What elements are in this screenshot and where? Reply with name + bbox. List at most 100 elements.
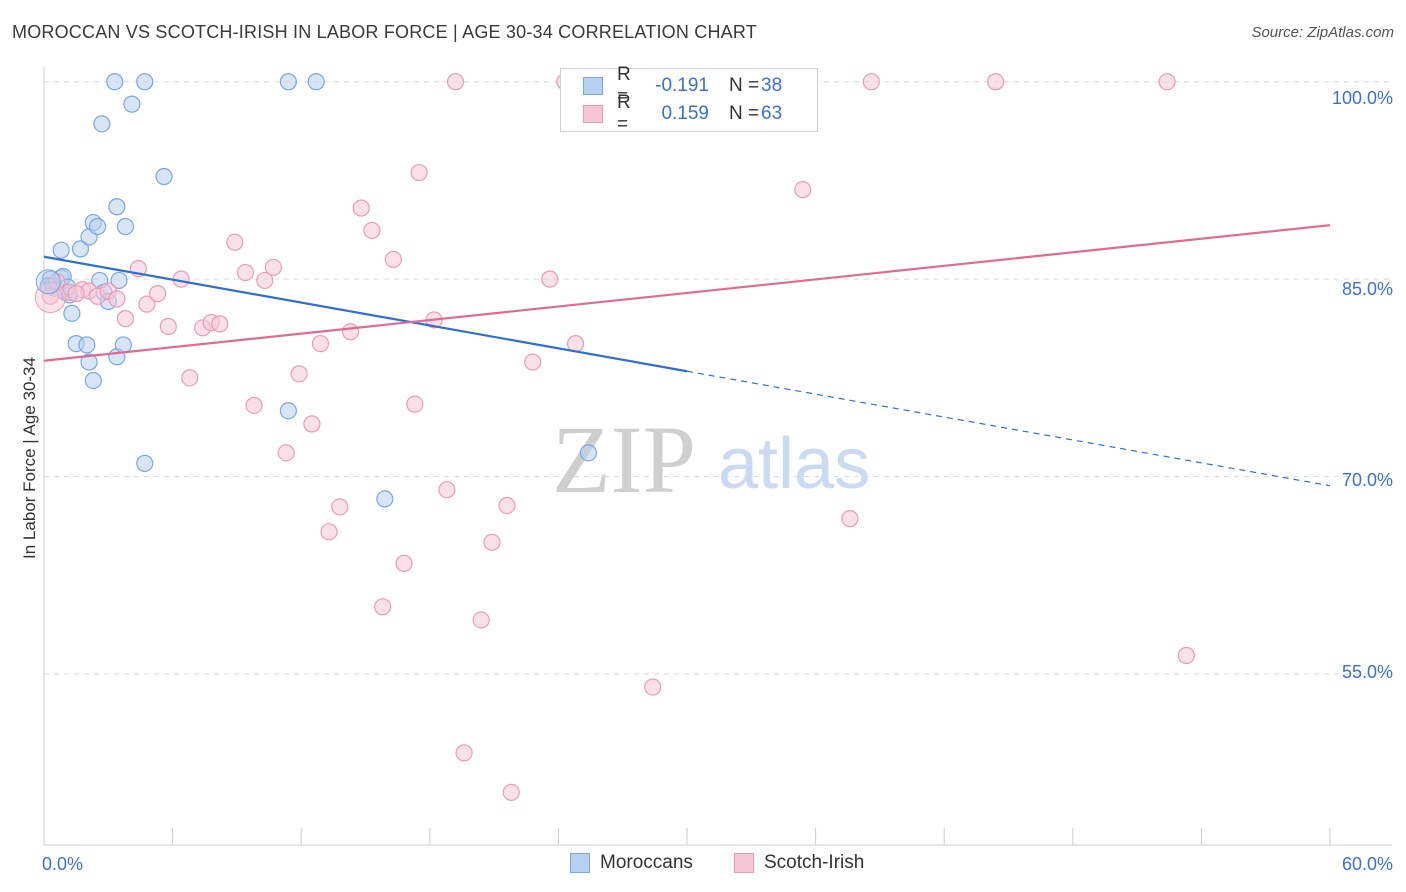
point-scotch-irish (290, 365, 308, 383)
point-moroccans (52, 241, 70, 259)
legend-swatch-scotch-irish (583, 105, 603, 123)
legend-item-scotch-irish[interactable]: Scotch-Irish (734, 852, 864, 874)
point-scotch-irish (108, 290, 126, 308)
legend-row-scotch-irish: R = 0.159 N = 63 (583, 92, 783, 135)
point-scotch-irish (1158, 73, 1176, 91)
point-scotch-irish (67, 285, 85, 303)
legend-swatch-moroccans (583, 77, 603, 95)
point-scotch-irish (236, 263, 255, 282)
legend-n-value-scotch-irish: 63 (761, 103, 783, 124)
legend-n-value-moroccans: 38 (761, 75, 783, 96)
legend-r-label: R = (617, 64, 631, 107)
point-scotch-irish (1177, 646, 1195, 665)
x-tick-label-min: 0.0% (42, 854, 83, 874)
point-scotch-irish (264, 258, 282, 276)
legend-r-value-moroccans: -0.191 (655, 75, 709, 96)
watermark-zip: ZIP (552, 406, 696, 513)
legend-r-value-scotch-irish: 0.159 (661, 103, 709, 124)
y-tick-label-85: 85.0% (1342, 279, 1393, 299)
point-scotch-irish (794, 181, 812, 199)
point-scotch-irish (472, 611, 490, 629)
point-scotch-irish (438, 481, 456, 499)
point-moroccans (136, 73, 154, 91)
legend-r-label: R = (617, 92, 631, 135)
point-scotch-irish (455, 744, 473, 762)
point-scotch-irish (331, 498, 349, 516)
point-scotch-irish (311, 335, 330, 353)
point-scotch-irish (541, 270, 559, 288)
chart-title: MOROCCAN VS SCOTCH-IRISH IN LABOR FORCE … (12, 22, 757, 42)
point-scotch-irish (320, 523, 338, 541)
point-scotch-irish (502, 783, 520, 801)
point-scotch-irish (524, 353, 542, 371)
point-moroccans (84, 371, 102, 390)
legend-n-label: N = (729, 75, 760, 96)
point-scotch-irish (374, 598, 392, 616)
point-scotch-irish (159, 317, 177, 336)
point-scotch-irish (148, 285, 167, 303)
axes (43, 67, 1392, 846)
point-scotch-irish (862, 73, 880, 91)
point-moroccans (279, 73, 297, 91)
point-scotch-irish (256, 271, 274, 290)
point-moroccans (110, 271, 128, 290)
point-moroccans (116, 217, 135, 236)
point-scotch-irish (341, 323, 360, 341)
point-scotch-irish (211, 315, 229, 333)
legend-label-moroccans: Moroccans (600, 852, 693, 873)
y-tick-label-55: 55.0% (1342, 662, 1393, 682)
point-moroccans (155, 167, 173, 186)
watermark-atlas: atlas (718, 424, 870, 504)
point-scotch-irish (410, 163, 428, 182)
point-scotch-irish (406, 395, 424, 413)
point-moroccans-cluster (35, 269, 61, 295)
point-scotch-irish (498, 496, 516, 515)
point-scotch-irish (446, 73, 465, 91)
point-moroccans (114, 336, 132, 354)
point-scotch-irish (245, 396, 263, 415)
point-moroccans (80, 353, 98, 371)
legend-swatch-moroccans (570, 853, 590, 873)
point-scotch-irish (841, 510, 859, 528)
trend-line-scotch-irish (43, 224, 1331, 362)
stats-legend: R = -0.191 N = 38 R = 0.159 N = 63 (560, 64, 818, 135)
point-scotch-irish (181, 369, 199, 387)
point-moroccans (106, 73, 124, 91)
point-moroccans (307, 73, 325, 91)
y-tick-label-100: 100.0% (1332, 88, 1393, 108)
point-scotch-irish (644, 678, 662, 696)
point-moroccans (88, 217, 107, 236)
point-scotch-irish (352, 199, 370, 217)
gridlines (44, 81, 1390, 675)
point-moroccans (123, 95, 141, 113)
point-moroccans (93, 115, 111, 133)
point-moroccans (108, 198, 126, 216)
chart-source: Source: ZipAtlas.com (1251, 24, 1394, 41)
point-moroccans (78, 336, 96, 354)
trend-line-moroccans-extension (686, 370, 1331, 487)
point-scotch-irish (395, 554, 413, 572)
point-scotch-irish (277, 444, 295, 462)
legend-swatch-scotch-irish (734, 853, 754, 873)
point-moroccans (136, 454, 154, 472)
point-scotch-irish-cluster (34, 282, 66, 314)
legend-item-moroccans[interactable]: Moroccans (570, 852, 693, 874)
point-moroccans (579, 444, 598, 462)
x-tick-label-max: 60.0% (1342, 854, 1393, 874)
point-moroccans (376, 490, 394, 508)
legend-n-label: N = (729, 103, 760, 124)
trend-line-moroccans (43, 255, 688, 373)
point-scotch-irish (116, 310, 135, 328)
legend-row-moroccans: R = -0.191 N = 38 (583, 64, 783, 107)
point-scotch-irish (363, 221, 381, 240)
point-scotch-irish (138, 295, 156, 313)
y-tick-labels: 100.0% 85.0% 70.0% 55.0% (1332, 88, 1393, 682)
point-moroccans (71, 240, 90, 258)
point-scotch-irish (303, 415, 321, 433)
point-moroccans (63, 304, 81, 322)
y-tick-label-70: 70.0% (1342, 470, 1393, 490)
point-moroccans (279, 402, 297, 420)
legend-label-scotch-irish: Scotch-Irish (764, 852, 865, 873)
point-scotch-irish (566, 335, 585, 353)
